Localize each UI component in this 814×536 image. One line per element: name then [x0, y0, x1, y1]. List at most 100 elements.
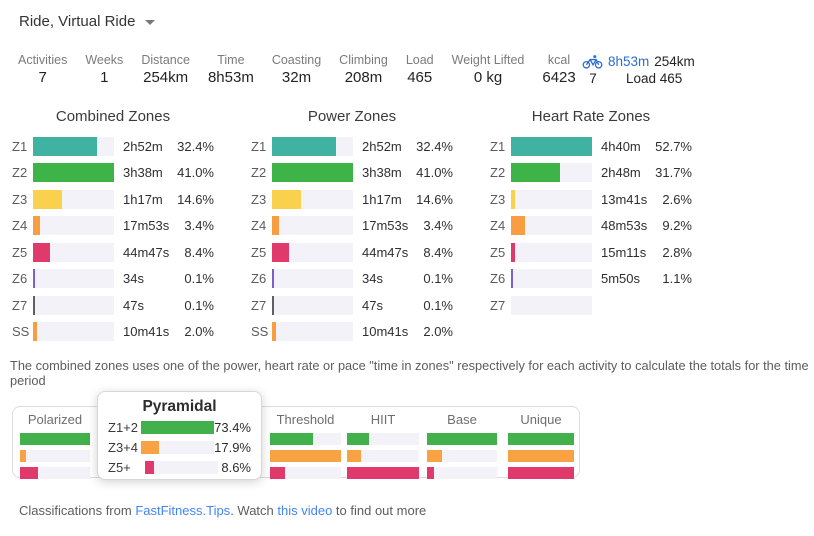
zone-percent: 2.6% [662, 191, 692, 207]
zone-bar-track [272, 242, 353, 262]
zone-bar-track [272, 189, 353, 209]
zone-bar [272, 163, 353, 183]
zone-label: Z3 [12, 191, 28, 207]
zone-chart-power-zones: Power Zones Z1 2h52m 32.4% Z2 3h38m 41.0% Z3 1h1… [251, 106, 453, 345]
popup-row-value: 8.6% [221, 459, 251, 475]
classification-bar-track [427, 467, 497, 479]
zone-row-ss: SS 10m41s 2.0% [251, 319, 453, 346]
classification-bar-orange [427, 450, 442, 462]
zone-label: Z7 [490, 297, 506, 313]
zone-time: 3h38m [123, 165, 163, 181]
zone-bar-track [272, 163, 353, 183]
pyramidal-popup: Pyramidal Z1+2 73.4% Z3+4 17.9% Z5+ 8.6% [97, 391, 262, 480]
zone-bar-track [272, 216, 353, 236]
classification-card-unique[interactable]: Unique [508, 411, 574, 479]
stat-value: 465 [407, 69, 433, 86]
zone-time: 5m50s [601, 271, 641, 287]
classification-bar-pink [270, 467, 285, 479]
zone-row-z3: Z3 1h17m 14.6% [251, 186, 453, 213]
activity-type-dropdown[interactable]: Ride, Virtual Ride [19, 13, 156, 30]
zone-percent: 1.1% [662, 271, 692, 287]
classification-bar-track [270, 450, 341, 462]
zone-bar [272, 189, 301, 209]
zone-bar-track [511, 216, 592, 236]
zone-percent: 41.0% [177, 165, 214, 181]
classification-bar-track [427, 433, 497, 445]
popup-row: Z3+4 17.9% [108, 437, 251, 457]
zone-label: Z2 [12, 165, 28, 181]
zone-row-z6: Z6 34s 0.1% [251, 266, 453, 293]
zone-bar-track [33, 163, 114, 183]
zone-label: Z6 [12, 271, 28, 287]
stat-weight-lifted: Weight Lifted 0 kg [452, 52, 525, 87]
zone-row-z7: Z7 [490, 292, 692, 319]
zone-label: Z4 [490, 218, 506, 234]
classification-bar-track [508, 450, 574, 462]
zone-bar-track [33, 189, 114, 209]
zone-bar-track [33, 295, 114, 315]
classification-bar-track [270, 467, 341, 479]
zone-label: Z5 [251, 244, 267, 260]
zone-percent: 8.4% [184, 244, 214, 260]
zone-label: Z5 [12, 244, 28, 260]
summary-load: Load 465 [626, 71, 683, 86]
zone-label: Z1 [490, 138, 506, 154]
zone-bar-track [33, 322, 114, 342]
chevron-down-icon [145, 20, 156, 25]
zone-bar [272, 269, 274, 289]
zone-bar-track [33, 269, 114, 289]
zone-time: 47s [123, 297, 144, 313]
zone-bar [511, 163, 560, 183]
classification-bar-track [508, 467, 574, 479]
popup-title: Pyramidal [142, 398, 217, 415]
zone-row-z2: Z2 3h38m 41.0% [251, 160, 453, 187]
popup-row: Z1+2 73.4% [108, 417, 251, 437]
classification-card-label: Threshold [276, 412, 335, 427]
zone-bar [33, 295, 35, 315]
zone-row-z6: Z6 34s 0.1% [12, 266, 214, 293]
zone-bar [33, 189, 62, 209]
combined-zones-note: The combined zones uses one of the power… [10, 358, 809, 388]
summary-time-link[interactable]: 8h53m [608, 54, 650, 69]
zone-row-z4: Z4 17m53s 3.4% [251, 213, 453, 240]
zone-bar-track [33, 216, 114, 236]
zone-bar-track [511, 242, 592, 262]
zone-time: 2h52m [362, 138, 402, 154]
zone-row-z1: Z1 2h52m 32.4% [251, 133, 453, 160]
zone-label: Z7 [12, 297, 28, 313]
classification-card-hiit[interactable]: HIIT [347, 411, 419, 479]
stat-kcal: kcal 6423 [542, 52, 575, 87]
zone-row-z3: Z3 1h17m 14.6% [12, 186, 214, 213]
zone-label: Z4 [251, 218, 267, 234]
classification-bar-green [347, 433, 369, 445]
classification-bar-green [20, 433, 90, 445]
popup-row-label: Z3+4 [108, 439, 138, 455]
zone-chart-title: Power Zones [307, 108, 397, 125]
zone-label: Z3 [251, 191, 267, 207]
stat-value: 208m [344, 69, 383, 86]
zone-label: SS [251, 324, 269, 340]
classification-card-polarized[interactable]: Polarized [20, 411, 90, 479]
popup-bar-track [141, 420, 215, 434]
zone-label: Z5 [490, 244, 506, 260]
classification-card-threshold[interactable]: Threshold [270, 411, 341, 479]
stat-label: Load [405, 53, 434, 67]
zone-row-z4: Z4 17m53s 3.4% [12, 213, 214, 240]
zone-time: 17m53s [362, 218, 409, 234]
zone-chart-title: Combined Zones [55, 108, 171, 125]
fastfitness-link[interactable]: FastFitness.Tips [135, 503, 231, 518]
zone-row-z2: Z2 2h48m 31.7% [490, 160, 692, 187]
zone-bar [33, 136, 97, 156]
zone-bar [511, 216, 526, 236]
classification-card-label: Base [447, 412, 477, 427]
classification-card-base[interactable]: Base [427, 411, 497, 479]
zone-percent: 8.4% [423, 244, 453, 260]
popup-bar-z5plus [145, 460, 154, 474]
zone-chart-title: Heart Rate Zones [531, 108, 651, 125]
footer-text: to find out more [332, 503, 427, 518]
stat-label: Weight Lifted [451, 53, 525, 67]
activity-summary: 8h53m 254km 7 Load 465 [582, 53, 695, 87]
video-link[interactable]: this video [277, 503, 333, 518]
classification-card-label: Polarized [27, 412, 83, 427]
zone-percent: 32.4% [177, 138, 214, 154]
